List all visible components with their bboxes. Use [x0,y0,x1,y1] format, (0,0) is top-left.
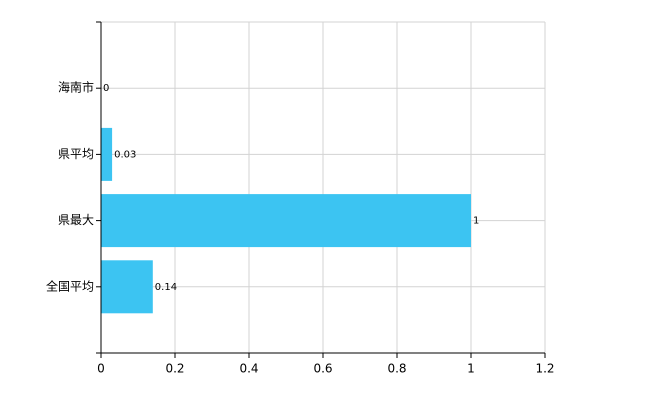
x-tick-label: 1.2 [535,362,554,376]
x-tick-label: 0.8 [387,362,406,376]
y-tick-label: 全国平均 [46,278,94,293]
y-tick-label: 県平均 [58,147,94,161]
x-tick-label: 1 [467,362,475,376]
value-label: 0.14 [155,282,177,293]
x-tick-label: 0.4 [239,362,258,376]
y-tick-label: 海南市 [58,80,94,95]
value-label: 0.03 [114,149,136,160]
x-tick-label: 0 [97,362,105,376]
x-tick-label: 0.2 [165,362,184,376]
x-tick-label: 0.6 [313,362,332,376]
value-label: 1 [473,216,479,227]
value-label: 0 [103,83,109,94]
bar [101,194,471,248]
y-tick-label: 県最大 [58,213,94,227]
bar [101,260,153,314]
bar [101,127,113,181]
